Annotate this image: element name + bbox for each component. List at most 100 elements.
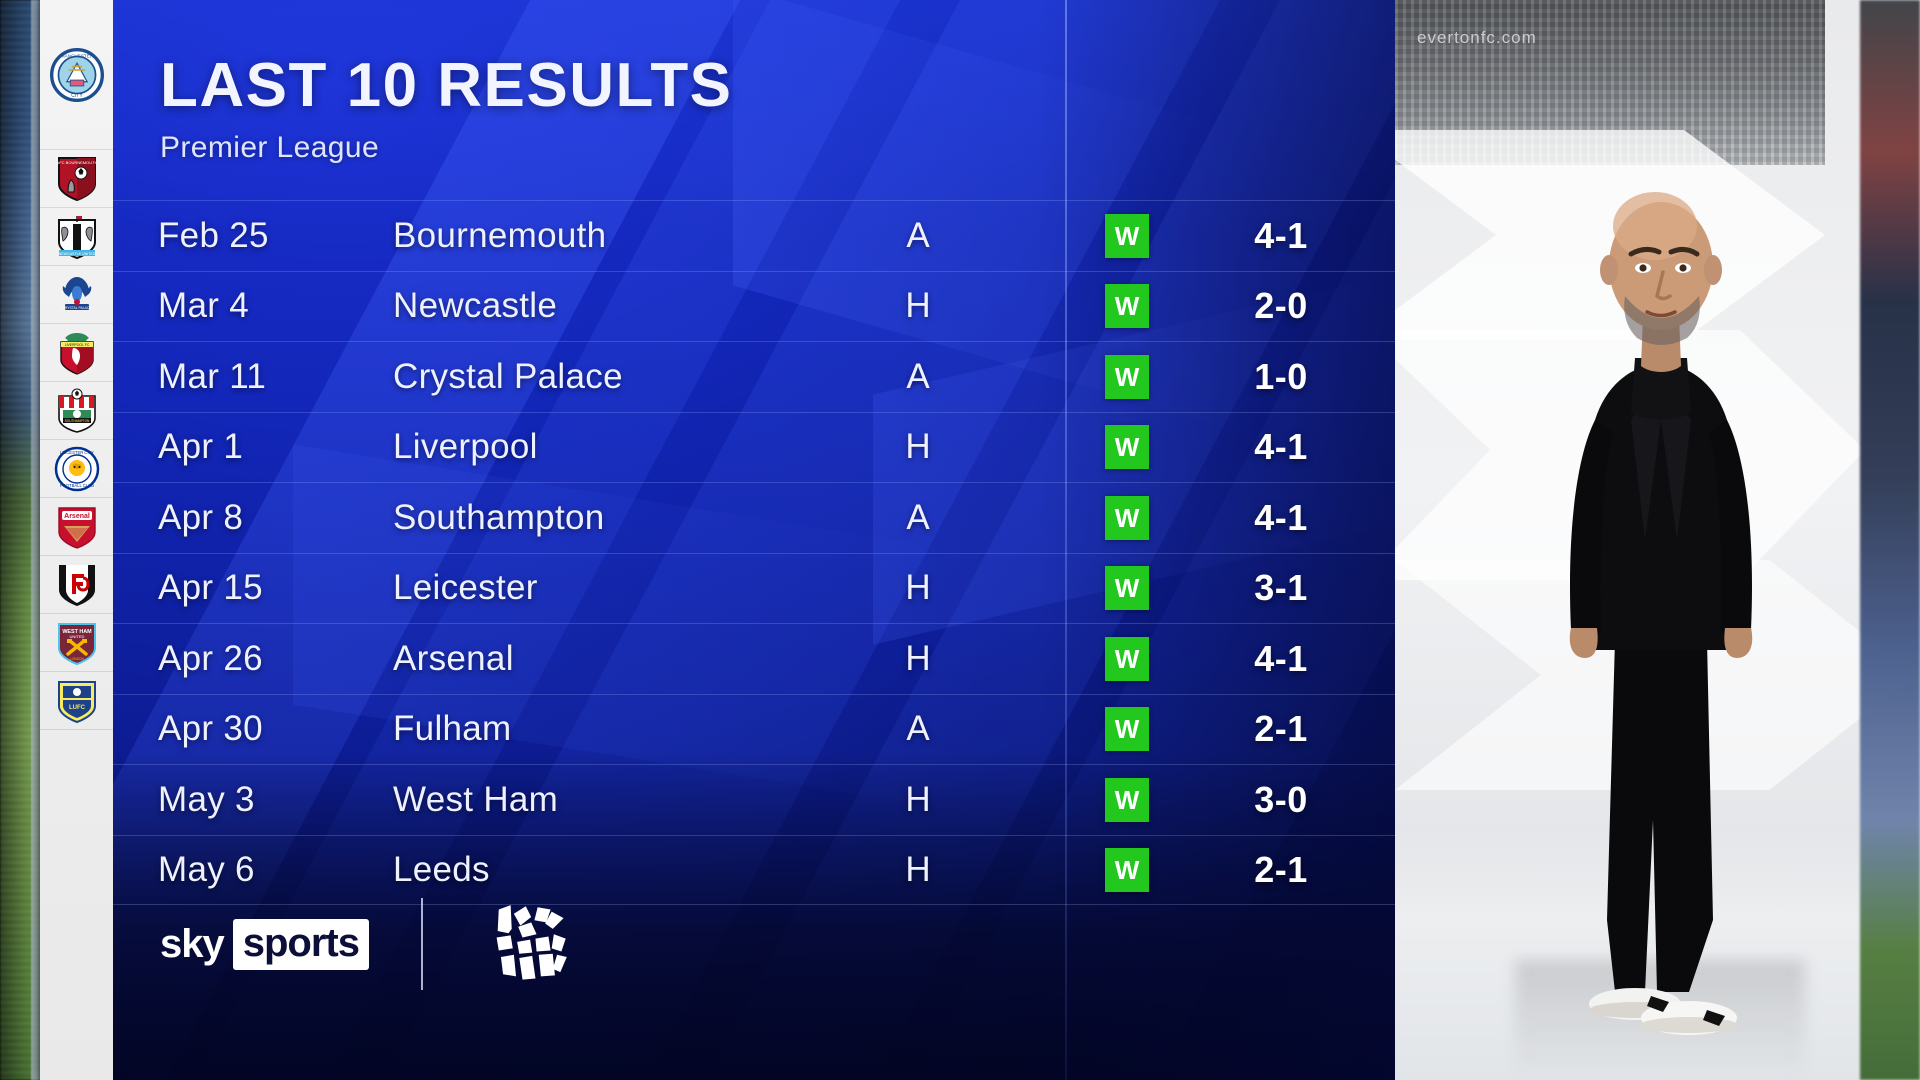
leeds-icon: LUFC <box>57 680 96 723</box>
cell-result: W <box>1063 777 1191 822</box>
cell-result: W <box>1063 354 1191 399</box>
cell-result: W <box>1063 847 1191 892</box>
table-row[interactable]: May 6 Leeds H W 2-1 <box>113 834 1395 905</box>
sports-wordmark: sports <box>232 918 369 970</box>
cell-venue: H <box>905 779 931 819</box>
table-row[interactable]: Mar 4 Newcastle H W 2-0 <box>113 270 1395 342</box>
svg-text:LEICESTER CITY: LEICESTER CITY <box>60 450 94 455</box>
crest-cell-leeds: LUFC <box>40 672 113 730</box>
cell-venue: H <box>905 568 931 608</box>
cell-score: 4-1 <box>1254 496 1308 538</box>
cell-opponent: Leicester <box>393 568 538 608</box>
footer-divider <box>421 898 423 990</box>
bournemouth-icon: AFC BOURNEMOUTH <box>57 156 97 201</box>
cell-venue: A <box>906 709 930 749</box>
cell-opponent: Leeds <box>393 849 490 889</box>
pitch-post <box>31 0 41 1080</box>
cell-result: W <box>1063 636 1191 681</box>
cell-date: May 3 <box>158 779 255 819</box>
cell-date: Apr 1 <box>158 427 244 467</box>
svg-text:NEWCASTLE UNITED: NEWCASTLE UNITED <box>58 252 95 256</box>
cell-score: 2-1 <box>1254 848 1308 890</box>
newcastle-icon: NEWCASTLE UNITED <box>57 215 96 259</box>
crest-cell-southampton: SOUTHAMPTON <box>40 382 113 440</box>
cell-venue: A <box>906 356 930 396</box>
svg-text:MANCHESTER: MANCHESTER <box>60 53 93 58</box>
result-badge-win: W <box>1105 354 1149 399</box>
club-crest-rail: MANCHESTER CITY AFC BOURNEMOUTH <box>40 0 113 1080</box>
cell-venue: A <box>906 497 930 537</box>
cell-venue: H <box>905 427 931 467</box>
cell-date: Apr 8 <box>158 497 244 537</box>
cell-date: May 6 <box>158 849 255 889</box>
crest-cell-fulham <box>40 556 113 614</box>
cell-opponent: Arsenal <box>393 638 514 678</box>
cell-score: 2-0 <box>1254 285 1308 327</box>
svg-text:LUFC: LUFC <box>69 705 86 711</box>
table-row[interactable]: Apr 8 Southampton A W 4-1 <box>113 482 1395 553</box>
svg-text:SOUTHAMPTON: SOUTHAMPTON <box>64 419 89 423</box>
table-row[interactable]: Apr 30 Fulham A W 2-1 <box>113 693 1395 765</box>
crest-cell-bournemouth: AFC BOURNEMOUTH <box>40 150 113 208</box>
cell-result: W <box>1063 707 1191 752</box>
crest-cell-manchester-city: MANCHESTER CITY <box>40 0 113 150</box>
crest-cell-leicester: LEICESTER CITY FOOTBALL CLUB <box>40 440 113 498</box>
cell-opponent: Fulham <box>393 709 512 749</box>
sky-sports-logo: sky sports <box>160 918 369 970</box>
cell-opponent: West Ham <box>393 779 559 819</box>
result-badge-win: W <box>1105 636 1149 681</box>
cell-date: Feb 25 <box>158 215 269 255</box>
cell-venue: H <box>905 286 931 326</box>
cell-opponent: Bournemouth <box>393 215 607 255</box>
svg-text:WEST HAM: WEST HAM <box>62 629 92 635</box>
cell-score: 1-0 <box>1254 355 1308 397</box>
crest-cell-arsenal: Arsenal <box>40 498 113 556</box>
liverpool-icon: LIVERPOOL FC <box>59 332 94 375</box>
table-row[interactable]: Feb 25 Bournemouth A W 4-1 <box>113 200 1395 271</box>
cell-date: Mar 11 <box>158 356 267 396</box>
cell-score: 4-1 <box>1254 426 1308 468</box>
results-panel <box>113 0 1395 1080</box>
svg-text:CRYSTAL PALACE: CRYSTAL PALACE <box>62 306 92 310</box>
advert-board-text: evertonfc.com <box>1417 28 1537 47</box>
table-row[interactable]: Mar 11 Crystal Palace A W 1-0 <box>113 341 1395 412</box>
arsenal-icon: Arsenal <box>57 506 96 549</box>
result-badge-win: W <box>1105 777 1149 822</box>
panel-right-shade <box>1035 0 1395 1080</box>
result-badge-win: W <box>1105 495 1149 540</box>
result-badge-win: W <box>1105 213 1149 258</box>
table-row[interactable]: Apr 15 Leicester H W 3-1 <box>113 552 1395 624</box>
result-badge-win: W <box>1105 284 1149 329</box>
cell-opponent: Crystal Palace <box>393 356 623 396</box>
cell-score: 2-1 <box>1254 708 1308 750</box>
cell-venue: A <box>906 215 930 255</box>
result-badge-win: W <box>1105 566 1149 611</box>
header: LAST 10 RESULTS Premier League <box>160 55 733 165</box>
crest-cell-liverpool: LIVERPOOL FC <box>40 324 113 382</box>
cell-score: 4-1 <box>1254 637 1308 679</box>
cell-score: 4-1 <box>1254 214 1308 256</box>
table-row[interactable]: Apr 26 Arsenal H W 4-1 <box>113 623 1395 694</box>
footer-logos: sky sports <box>160 890 583 998</box>
right-edge-backdrop <box>1860 0 1920 1080</box>
cell-result: W <box>1063 495 1191 540</box>
cell-opponent: Southampton <box>393 497 605 537</box>
page-subtitle: Premier League <box>160 131 380 164</box>
svg-text:LONDON: LONDON <box>70 657 84 661</box>
table-row[interactable]: May 3 West Ham H W 3-0 <box>113 764 1395 835</box>
southampton-icon: SOUTHAMPTON <box>57 388 96 433</box>
svg-text:CITY: CITY <box>71 92 83 98</box>
crest-cell-west-ham: WEST HAM UNITED LONDON <box>40 614 113 672</box>
svg-text:AFC BOURNEMOUTH: AFC BOURNEMOUTH <box>57 160 97 165</box>
cell-score: 3-0 <box>1254 778 1308 820</box>
table-row[interactable]: Apr 1 Liverpool H W 4-1 <box>113 411 1395 483</box>
fulham-icon <box>58 564 95 606</box>
crest-cell-newcastle: NEWCASTLE UNITED <box>40 208 113 266</box>
manchester-city-icon: MANCHESTER CITY <box>49 47 104 102</box>
cell-result: W <box>1063 213 1191 258</box>
cell-date: Apr 30 <box>158 709 263 749</box>
results-table: Feb 25 Bournemouth A W 4-1 Mar 4 Newcastle H W 2-… <box>113 200 1395 905</box>
svg-text:FOOTBALL CLUB: FOOTBALL CLUB <box>59 483 93 488</box>
cell-opponent: Liverpool <box>393 427 538 467</box>
